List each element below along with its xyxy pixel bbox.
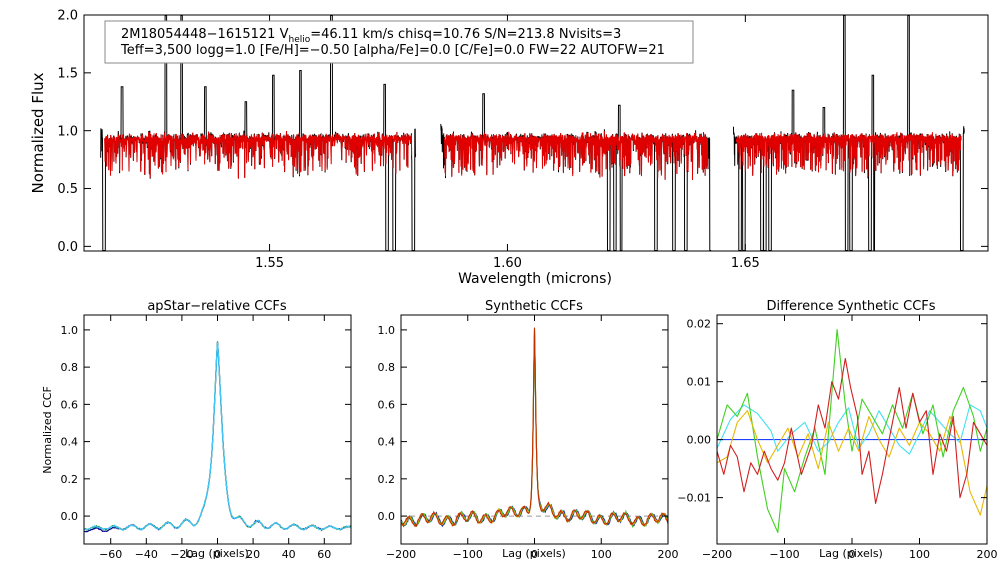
apstar-ccf-title: apStar−relative CCFs (147, 299, 287, 314)
synthetic-ccf-xtick-label: 0 (531, 548, 538, 561)
diff-ccf-ytick-label: −0.01 (677, 492, 711, 505)
synthetic-ccf-xlabel: Lag (pixels) (502, 547, 566, 560)
synthetic-ccf-panel: −200 −100 0 100 200 0.0 0.2 0.4 0.6 0.8 1.0 Synthe… (378, 299, 679, 561)
apstar-ccf-xtick-label: −40 (135, 548, 158, 561)
apstar-ccf-ytick-label: 0.6 (61, 398, 79, 411)
spectrum-xtick-label: 1.65 (731, 256, 760, 271)
diff-ccf-traces (716, 328, 988, 533)
diff-ccf-panel: −200 −100 0 100 200 −0.01 0.00 0.01 0.02 Differe… (677, 299, 997, 561)
diff-ccf-ytick-label: 0.02 (687, 318, 712, 331)
diff-ccf-xlabel: Lag (pixels) (819, 547, 883, 560)
spectrum-traces (100, 15, 965, 251)
synthetic-ccf-ytick-label: 0.6 (378, 398, 396, 411)
apstar-ccf-xtick-label: 0 (214, 548, 221, 561)
spectrum-ytick-label: 0.5 (57, 182, 78, 197)
diff-ccf-ytick-label: 0.01 (687, 376, 712, 389)
synthetic-ccf-ytick-label: 1.0 (378, 324, 396, 337)
synthetic-ccf-traces (400, 327, 669, 529)
apstar-ccf-ylabel: Normalized CCF (41, 386, 54, 474)
apstar-ccf-ytick-label: 0.2 (61, 473, 79, 486)
apstar-ccf-xtick-label: 60 (317, 548, 331, 561)
spectrum-ytick-label: 2.0 (57, 9, 78, 24)
diff-ccf-title: Difference Synthetic CCFs (766, 299, 935, 314)
apstar-ccf-ytick-label: 0.8 (61, 361, 79, 374)
spectrum-ylabel: Normalized Flux (29, 72, 47, 193)
spectrum-ytick-label: 0.0 (57, 240, 78, 255)
spectrum-panel: 1.55 1.60 1.65 0.0 0.5 1.0 1.5 2.0 2M18054448−1… (29, 9, 989, 287)
synthetic-ccf-title: Synthetic CCFs (485, 299, 583, 314)
apstar-ccf-xtick-label: −20 (170, 548, 193, 561)
spectrum-xlabel: Wavelength (microns) (458, 271, 612, 287)
synthetic-ccf-axes: −200 −100 0 100 200 0.0 0.2 0.4 0.6 0.8 1.0 (378, 315, 679, 561)
apstar-ccf-ytick-label: 0.0 (61, 510, 79, 523)
diff-ccf-xtick-label: 200 (977, 548, 998, 561)
info-line-2: Teff=3,500 logg=1.0 [Fe/H]=−0.50 [alpha/… (120, 43, 665, 58)
diff-ccf-xtick-label: 0 (849, 548, 856, 561)
diff-ccf-series-5 (716, 357, 988, 504)
diff-ccf-xtick-label: −200 (702, 548, 732, 561)
info-line-1: 2M18054448−1615121 Vhelio=46.11 km/s chi… (121, 27, 621, 45)
apstar-ccf-xlabel: Lag (pixels) (185, 547, 249, 560)
apstar-ccf-ytick-label: 0.4 (61, 436, 79, 449)
synthetic-ccf-xtick-label: −200 (386, 548, 416, 561)
diff-ccf-ytick-label: 0.00 (687, 434, 712, 447)
apstar-ccf-panel: −60 −40 −20 0 20 40 60 0.0 0.2 0.4 0.6 0.8 1.0 apSta… (41, 299, 352, 561)
spectrum-ytick-label: 1.5 (57, 67, 78, 82)
synthetic-ccf-xtick-label: −100 (453, 548, 483, 561)
synthetic-ccf-xtick-label: 200 (658, 548, 679, 561)
diff-ccf-xtick-label: 100 (909, 548, 930, 561)
apstar-ccf-xtick-label: 40 (282, 548, 296, 561)
synthetic-ccf-ytick-label: 0.2 (378, 473, 396, 486)
synthetic-ccf-ytick-label: 0.4 (378, 436, 396, 449)
diff-ccf-series-4 (716, 410, 988, 516)
spectrum-model-chip-2 (443, 130, 709, 180)
spectrum-xtick-label: 1.60 (493, 256, 522, 271)
spectrum-xtick-label: 1.55 (255, 256, 284, 271)
synthetic-ccf-ytick-label: 0.8 (378, 361, 396, 374)
apstar-ccf-series-3 (83, 342, 352, 532)
diff-ccf-xtick-label: −100 (769, 548, 799, 561)
synthetic-ccf-ytick-label: 0.0 (378, 510, 396, 523)
spectrum-frame (83, 14, 989, 252)
apstar-ccf-axes: −60 −40 −20 0 20 40 60 0.0 0.2 0.4 0.6 0.8 1.0 (61, 315, 351, 561)
apstar-ccf-traces (83, 341, 352, 533)
spectrum-ytick-label: 1.0 (57, 124, 78, 139)
apstar-ccf-xtick-label: 20 (246, 548, 260, 561)
spectrum-axes: 1.55 1.60 1.65 0.0 0.5 1.0 1.5 2.0 (57, 9, 988, 271)
diff-ccf-axes: −200 −100 0 100 200 −0.01 0.00 0.01 0.02 (677, 315, 998, 561)
spectrum-model-chip-3 (735, 132, 962, 177)
apstar-ccf-ytick-label: 1.0 (61, 324, 79, 337)
synthetic-ccf-series-4 (400, 327, 669, 528)
synthetic-ccf-xtick-label: 100 (591, 548, 612, 561)
info-box (104, 20, 694, 64)
spectrum-model-chip-1 (104, 130, 413, 179)
apstar-ccf-xtick-label: −60 (99, 548, 122, 561)
